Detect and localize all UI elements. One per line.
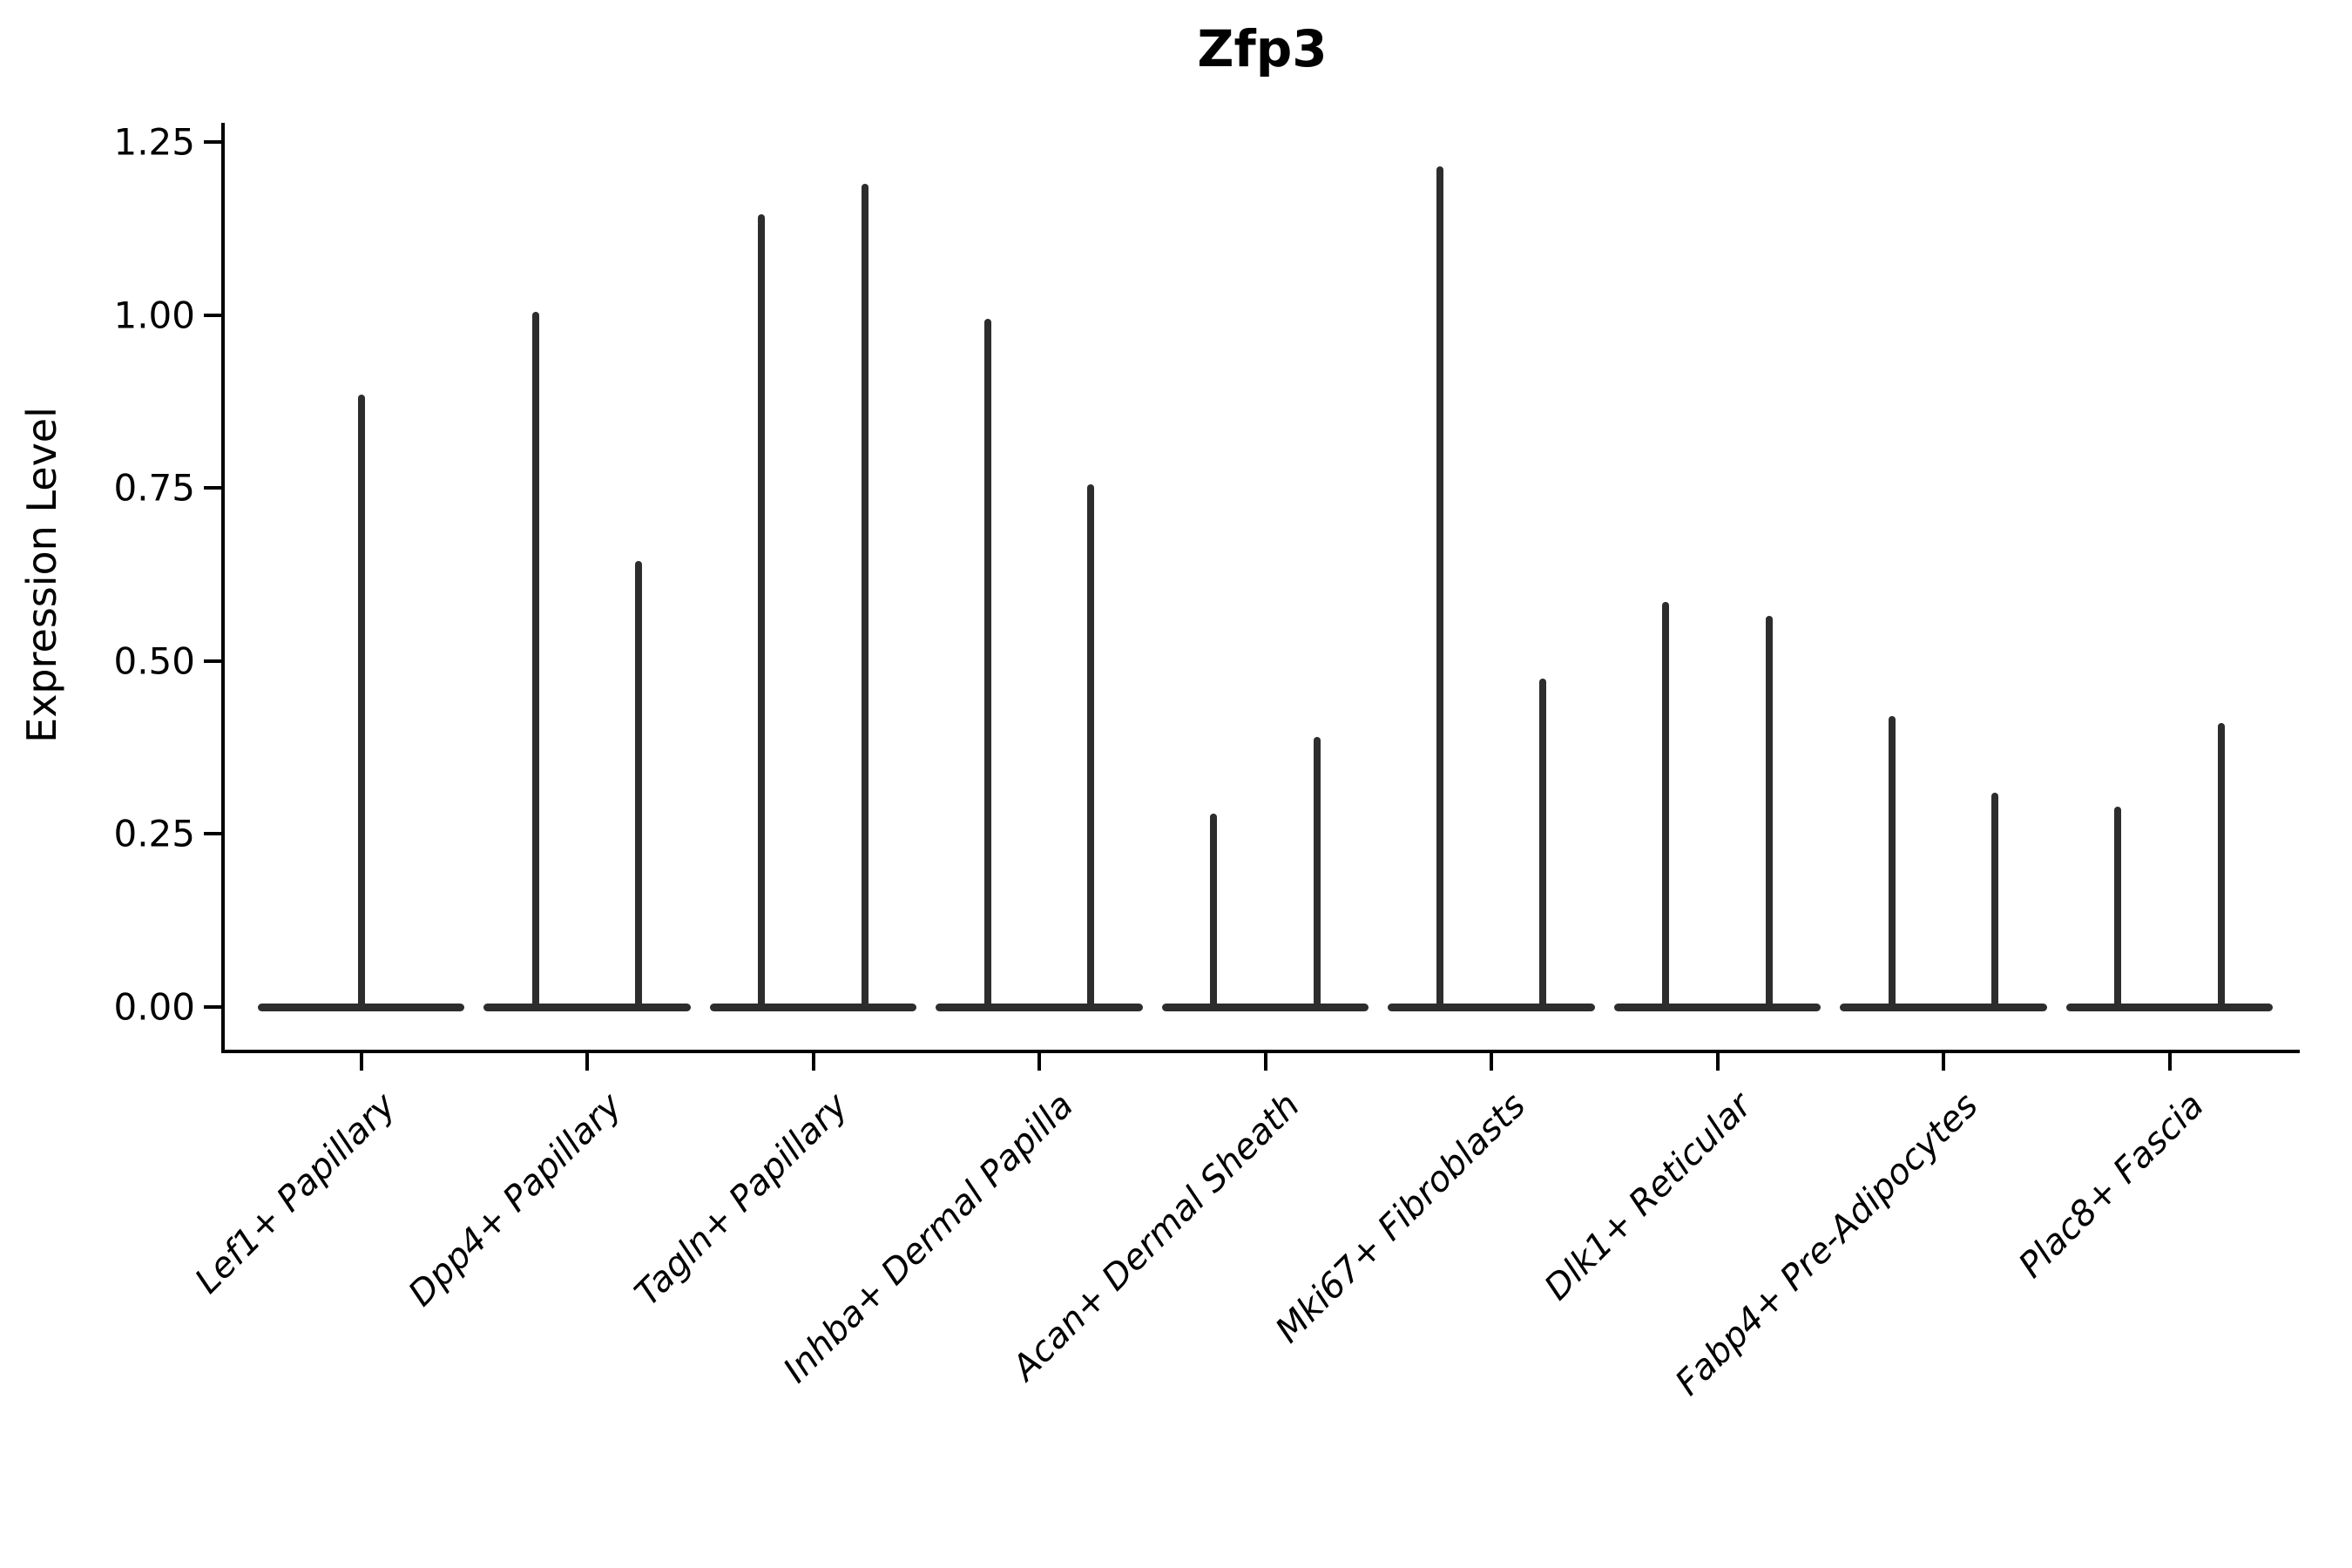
violin-spike	[1539, 678, 1547, 1007]
violin-spike	[635, 560, 643, 1007]
x-tick-mark	[811, 1053, 815, 1071]
violin-spike	[1087, 484, 1095, 1007]
x-tick-mark	[359, 1053, 363, 1071]
violin-spike	[1210, 813, 1218, 1007]
violin-base	[936, 1003, 1143, 1011]
x-tick-mark	[585, 1053, 589, 1071]
violin-spike	[983, 318, 991, 1007]
violin-spike	[1436, 166, 1443, 1007]
violin-spike	[1888, 716, 1896, 1007]
x-tick-label: Dpp4+ Papillary	[401, 1085, 630, 1315]
x-tick-mark	[1037, 1053, 1041, 1071]
violin-spike	[357, 394, 365, 1007]
violin-base	[709, 1003, 917, 1011]
y-tick-label: 0.75	[113, 466, 195, 510]
violin-spike	[531, 311, 539, 1007]
y-tick-mark	[204, 1005, 221, 1009]
violin-base	[483, 1003, 691, 1011]
x-tick-label: Tagln+ Papillary	[626, 1085, 856, 1315]
violin-spike	[1313, 737, 1321, 1007]
x-tick-label: Dlk1+ Reticular	[1537, 1085, 1761, 1308]
x-tick-mark	[1942, 1053, 1945, 1071]
violin-base	[2065, 1003, 2274, 1011]
y-tick-mark	[204, 140, 221, 144]
violin-spike	[2114, 806, 2122, 1007]
y-tick-mark	[204, 313, 221, 317]
violin-base	[1161, 1003, 1369, 1011]
violin-base	[257, 1003, 465, 1011]
y-tick-label: 0.25	[113, 812, 195, 855]
x-tick-mark	[2167, 1053, 2172, 1071]
y-tick-mark	[204, 832, 221, 836]
y-tick-mark	[204, 659, 221, 663]
y-tick-label: 0.00	[113, 985, 195, 1029]
y-tick-label: 1.25	[113, 120, 195, 164]
violin-spike	[758, 214, 766, 1007]
y-axis-label: Expression Level	[18, 407, 65, 743]
x-tick-label: Lef1+ Papillary	[187, 1085, 404, 1301]
violin-base	[1388, 1003, 1595, 1011]
violin-spike	[1991, 792, 1999, 1007]
y-tick-label: 0.50	[113, 639, 195, 683]
x-tick-mark	[1263, 1053, 1267, 1071]
y-tick-mark	[204, 486, 221, 490]
x-axis-line	[221, 1050, 2300, 1053]
violin-base	[1840, 1003, 2047, 1011]
violin-spike	[861, 183, 868, 1007]
x-tick-mark	[1715, 1053, 1720, 1071]
y-axis-line	[221, 123, 225, 1053]
violin-spike	[1662, 602, 1670, 1007]
violin-base	[1613, 1003, 1821, 1011]
chart-title: Zfp3	[1197, 19, 1328, 78]
violin-spike	[1765, 616, 1773, 1007]
x-tick-mark	[1490, 1053, 1493, 1071]
y-tick-label: 1.00	[113, 294, 195, 337]
x-tick-label: Plac8+ Fascia	[2011, 1085, 2213, 1287]
x-tick-label: Mki67+ Fibroblasts	[1267, 1085, 1534, 1351]
violin-spike	[2217, 723, 2225, 1007]
